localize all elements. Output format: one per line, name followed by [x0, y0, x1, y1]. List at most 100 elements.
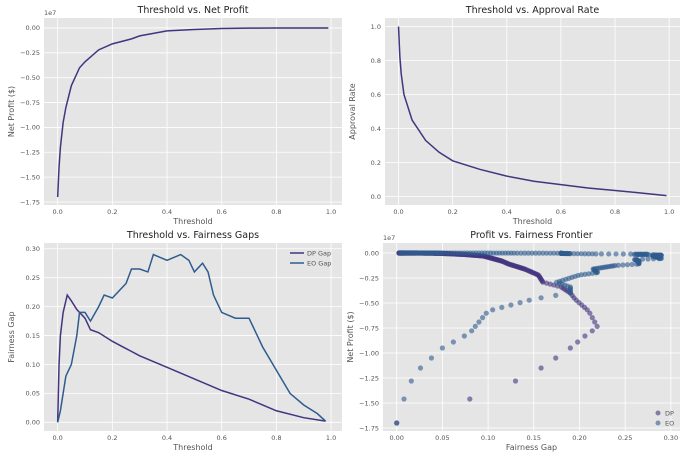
y-axis-label: Approval Rate [348, 83, 357, 139]
y-tick-label: 0.00 [26, 419, 40, 427]
legend-marker [655, 410, 661, 416]
scatter-point [533, 250, 539, 256]
y-tick-label: 0.20 [26, 303, 40, 311]
scatter-point [522, 250, 528, 256]
y-tick-label: −0.50 [359, 299, 379, 307]
x-axis-label: Threshold [172, 443, 212, 452]
y-tick-label: −1.50 [20, 173, 40, 181]
legend: DP EO [655, 409, 674, 427]
series-line-eo-gap [56, 253, 327, 423]
scatter-point [394, 420, 400, 426]
x-tick-label: 0.6 [556, 208, 566, 216]
scatter-point [628, 251, 634, 257]
x-tick-label: 0.00 [389, 434, 403, 442]
y-tick-label: 0.25 [26, 274, 40, 282]
scatter-point [540, 250, 546, 256]
x-axis-label: Threshold [172, 217, 212, 226]
scatter-point [634, 256, 640, 262]
scatter-point [538, 365, 544, 371]
scatter-point [582, 333, 588, 339]
scatter-point [538, 295, 544, 301]
y-axis-label: Fairness Gap [7, 311, 16, 362]
x-tick-label: 0.0 [393, 208, 403, 216]
x-tick-label: 0.4 [502, 208, 512, 216]
scatter-point [567, 345, 573, 351]
x-tick-label: 1.0 [664, 208, 674, 216]
y-tick-label: 0.8 [371, 57, 381, 65]
axis-offset-label: 1e7 [44, 9, 56, 17]
scatter-point [558, 250, 564, 256]
series-line-net-profit [56, 27, 329, 198]
x-tick-label: 0.05 [435, 434, 449, 442]
scatter-point [439, 345, 445, 351]
scatter-point [517, 300, 523, 306]
scatter-point [529, 250, 535, 256]
scatter-point [554, 250, 561, 256]
scatter-point [551, 250, 557, 256]
x-axis-label: Threshold [512, 217, 552, 226]
chart-title: Threshold vs. Approval Rate [465, 5, 600, 16]
x-tick-label: 0.15 [527, 434, 541, 442]
scatter-point [512, 378, 519, 384]
x-tick-label: 0.6 [217, 208, 227, 216]
x-tick-label: 0.8 [610, 208, 620, 216]
plot-area [44, 18, 342, 205]
scatter-point [499, 304, 505, 310]
scatter-point [645, 256, 651, 262]
y-tick-label: 0.6 [371, 91, 381, 99]
scatter-point [575, 339, 581, 345]
x-tick-label: 0.8 [271, 208, 281, 216]
x-tick-label: 0.0 [52, 208, 62, 216]
scatter-point [469, 328, 475, 334]
y-tick-label: −1.00 [359, 349, 379, 357]
scatter-point [589, 251, 595, 257]
scatter-point [483, 310, 489, 316]
y-tick-label: 1.0 [371, 23, 381, 31]
x-tick-label: 0.4 [162, 434, 172, 442]
scatter-point [476, 319, 482, 325]
scatter-point [508, 302, 514, 308]
legend-label: EO Gap [307, 259, 331, 267]
legend-label: DP [665, 409, 674, 417]
chart-title: Threshold vs. Fairness Gaps [126, 230, 259, 241]
axis-offset-label: 1e7 [383, 234, 395, 242]
y-tick-label: 0.10 [26, 361, 40, 369]
plot-area [44, 243, 342, 431]
y-tick-label: −0.25 [20, 49, 40, 57]
x-tick-label: 0.30 [664, 434, 678, 442]
x-tick-label: 0.10 [481, 434, 495, 442]
y-tick-label: −1.00 [20, 124, 40, 132]
x-tick-label: 1.0 [326, 208, 336, 216]
scatter-point [536, 250, 542, 256]
subplot-3: 0.0 0.2 0.4 0.6 0.8 1.0 0.00 0.05 0.10 0.15 0.20 0.… [7, 230, 342, 452]
x-tick-label: 0.4 [162, 208, 172, 216]
scatter-point [615, 262, 621, 268]
x-tick-label: 0.0 [52, 434, 62, 442]
x-tick-label: 0.2 [447, 208, 457, 216]
y-tick-label: 0.00 [26, 24, 40, 32]
scatter-point [450, 339, 456, 345]
x-tick-label: 0.20 [572, 434, 586, 442]
scatter-point [575, 251, 581, 257]
scatter-point [526, 297, 532, 303]
x-tick-label: 0.6 [217, 434, 227, 442]
scatter-point [543, 250, 550, 256]
scatter-point [586, 251, 592, 257]
scatter-point [592, 319, 598, 325]
x-tick-label: 0.25 [618, 434, 632, 442]
scatter-point [582, 251, 588, 257]
y-tick-label: 0.4 [371, 125, 381, 133]
scatter-point [613, 251, 619, 257]
legend: DP Gap EO Gap [290, 249, 331, 267]
x-axis-label: Fairness Gap [506, 443, 557, 452]
scatter-point [629, 261, 635, 268]
scatter-series-eo [394, 250, 664, 426]
series-line-dp-gap [56, 293, 326, 423]
x-tick-label: 0.8 [271, 434, 281, 442]
scatter-point [578, 251, 584, 257]
y-tick-label: 0.30 [26, 245, 40, 253]
scatter-point [461, 333, 467, 339]
scatter-point [401, 396, 407, 402]
y-tick-label: −0.75 [359, 324, 379, 332]
scatter-point [593, 251, 599, 257]
